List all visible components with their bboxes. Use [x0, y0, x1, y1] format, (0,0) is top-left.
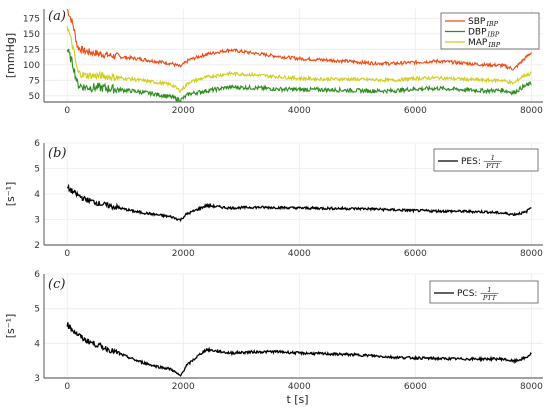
- x-tick-label: 2000: [172, 106, 195, 116]
- y-tick-label: 5: [34, 305, 40, 315]
- legend-box: [429, 280, 539, 304]
- y-axis-label: [s⁻¹]: [4, 182, 17, 207]
- y-axis-label: [mmHg]: [4, 33, 17, 78]
- legend-subscript: IBP: [485, 20, 498, 28]
- y-tick-label: 3: [34, 216, 40, 226]
- series-line-dbp: [66, 48, 532, 102]
- y-tick-label: 175: [23, 14, 40, 24]
- legend-entry: MAP: [468, 38, 488, 48]
- legend-subscript: IBP: [487, 41, 500, 49]
- y-tick-label: 2: [34, 241, 40, 251]
- legend-entry: SBP: [468, 17, 486, 27]
- x-tick-label: 4000: [288, 106, 311, 116]
- y-tick-label: 100: [23, 61, 40, 71]
- x-tick-label: 6000: [404, 382, 427, 392]
- series-line-map: [66, 26, 532, 94]
- legend-entry: PES:: [461, 157, 481, 167]
- y-tick-label: 5: [34, 165, 40, 175]
- legend-frac-num: 1: [491, 154, 495, 162]
- legend-frac-num: 1: [487, 286, 491, 294]
- y-tick-label: 75: [29, 76, 40, 86]
- legend-box: [433, 148, 539, 172]
- x-tick-label: 6000: [404, 249, 427, 259]
- x-tick-label: 8000: [520, 382, 543, 392]
- y-tick-label: 150: [23, 30, 40, 40]
- x-tick-label: 4000: [288, 249, 311, 259]
- panel-label: (a): [48, 9, 66, 24]
- y-axis-label: [s⁻¹]: [4, 314, 17, 339]
- y-tick-label: 125: [23, 45, 40, 55]
- x-tick-label: 2000: [172, 382, 195, 392]
- x-tick-label: 2000: [172, 249, 195, 259]
- legend-entry: PCS:: [457, 289, 477, 299]
- y-tick-label: 6: [34, 139, 40, 149]
- x-tick-label: 0: [64, 382, 70, 392]
- x-tick-label: 0: [64, 249, 70, 259]
- legend-subscript: IBP: [487, 31, 500, 39]
- x-tick-label: 0: [64, 106, 70, 116]
- series-line-sbp: [66, 9, 532, 71]
- series-line-pcs: [66, 322, 532, 377]
- series-line-pes: [67, 183, 532, 223]
- x-tick-label: 8000: [520, 106, 543, 116]
- panel-0: 50 75 100 125 150 175 0 2000 4000 6000 8000 [mmHg] (…: [4, 9, 543, 116]
- y-tick-label: 4: [34, 339, 40, 349]
- legend-entry: DBP: [468, 28, 487, 38]
- x-axis-label: t [s]: [286, 393, 308, 406]
- y-tick-label: 6: [34, 270, 40, 280]
- panel-label: (b): [48, 146, 66, 161]
- panel-2: 3 4 5 6 0 2000 4000 6000 8000 [s⁻¹] t [s] (c) PCS: 1P…: [4, 270, 543, 406]
- legend-frac-den: PTT: [485, 162, 500, 170]
- x-tick-label: 8000: [520, 249, 543, 259]
- x-tick-label: 6000: [404, 106, 427, 116]
- panel-label: (c): [48, 277, 65, 292]
- legend-frac-den: PTT: [482, 294, 497, 302]
- y-tick-label: 4: [34, 190, 40, 200]
- y-tick-label: 3: [34, 374, 40, 384]
- x-tick-label: 4000: [288, 382, 311, 392]
- y-tick-label: 50: [29, 92, 41, 102]
